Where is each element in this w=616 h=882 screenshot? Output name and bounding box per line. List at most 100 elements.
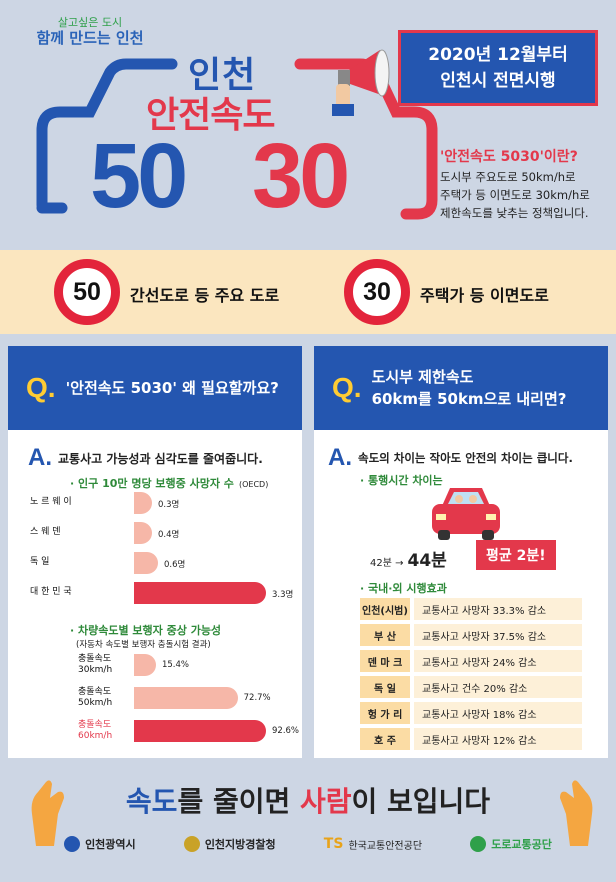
travel-time: 42분 → 44분 [370,546,447,571]
left-question-header: Q. '안전속도 5030' 왜 필요할까요? [8,346,302,430]
chart2: 충돌속도 30km/h 15.4% 충돌속도 50km/h 72.7% 충돌속도 60k… [8,654,302,754]
right-question-header: Q. 도시부 제한속도 60km를 50km으로 내리면? [314,346,608,430]
definition-line3: 제한속도를 낮추는 정책입니다. [440,206,589,220]
travel-badge: 평균 2분! [476,540,556,570]
chart2-title: · 차량속도별 보행자 중상 가능성 [70,624,222,637]
big-30: 30 [252,125,350,227]
logo-incheon-label: 인천광역시 [85,838,136,851]
effect-desc: 교통사고 사망자 24% 감소 [414,650,582,672]
chart1-title-wrap: · 인구 10만 명당 보행중 사망자 수 (OECD) [70,472,268,491]
chart2-title-wrap: · 차량속도별 보행자 중상 가능성 (자동차 속도별 보행자 충돌시험 결과) [70,622,221,650]
date-box: 2020년 12월부터 인천시 전면시행 [398,30,598,106]
a-mark: A. [28,444,52,471]
effect-city: 헝 가 리 [360,702,410,724]
footer-msg-c: 사람 [299,785,352,818]
effect-desc: 교통사고 사망자 12% 감소 [414,728,582,750]
ts-logo-icon: TS [323,836,344,852]
police-logo-icon [183,836,200,852]
chart-value-label: 72.7% [243,693,271,703]
effect-desc: 교통사고 사망자 33.3% 감소 [414,598,582,620]
chart-bar [134,654,156,676]
date-line1: 2020년 12월부터 [428,45,568,65]
effect-row: 부 산 교통사고 사망자 37.5% 감소 [360,624,582,646]
definition-body: 도시부 주요도로 50km/h로 주택가 등 이면도로 30km/h로 제한속도… [440,168,610,222]
chart-row: 대 한 민 국 3.3명 [8,582,302,606]
incheon-logo-icon [64,836,81,852]
chart-category-label: 대 한 민 국 [30,587,72,597]
chart-row: 독 일 0.6명 [8,552,302,576]
effect-city: 덴 마 크 [360,650,410,672]
left-hand-icon [31,780,65,846]
right-answer-text: 속도의 차이는 작아도 안전의 차이는 큽니다. [358,451,573,465]
chart-bar [134,552,158,574]
chart-value-label: 15.4% [161,660,189,670]
left-question: '안전속도 5030' 왜 필요할까요? [65,379,279,397]
definition-line2: 주택가 등 이면도로 30km/h로 [440,188,590,202]
logo-koroad-label: 도로교통공단 [491,838,552,851]
effect-city: 호 주 [360,728,410,750]
logo-incheon: 인천광역시 [64,836,136,852]
effect-city: 부 산 [360,624,410,646]
chart-value-label: 0.3명 [158,500,180,510]
logo-bar: 인천광역시 인천지방경찰청 TS 한국교통안전공단 도로교통공단 [0,836,616,852]
logo-police: 인천지방경찰청 [183,836,276,852]
chart-value-label: 92.6% [272,726,300,736]
effect-desc: 교통사고 사망자 18% 감소 [414,702,582,724]
left-answer-text: 교통사고 가능성과 심각도를 줄여줍니다. [58,451,263,466]
chart1-title: · 인구 10만 명당 보행중 사망자 수 [70,477,234,490]
chart-bar [134,720,266,742]
car-icon [432,488,500,540]
right-answer: A. 속도의 차이는 작아도 안전의 차이는 큽니다. [328,444,608,472]
travel-to: 44분 [407,551,447,571]
chart-row: 스 웨 덴 0.4명 [8,522,302,546]
right-question: 도시부 제한속도 60km를 50km으로 내리면? [372,366,567,410]
left-answer: A. 교통사고 가능성과 심각도를 줄여줍니다. [28,444,302,472]
label-30: 주택가 등 이면도로 [420,286,549,305]
logo-police-label: 인천지방경찰청 [204,838,276,851]
chart-category-label: 독 일 [30,557,50,567]
megaphone-icon [332,49,390,116]
title-main: 안전속도 [146,95,275,136]
chart-bar [134,522,152,544]
chart-category-label: 충돌속도 30km/h [78,654,113,675]
date-line2: 인천시 전면시행 [440,71,556,91]
koroad-logo-icon [470,836,487,852]
chart-value-label: 3.3명 [272,590,294,600]
effect-title: · 국내·외 시행효과 [360,582,447,595]
footer-msg-a: 속도 [125,785,178,818]
footer-message: 속도를 줄이면 사람이 보입니다 [0,780,616,820]
speed-band: 50 간선도로 등 주요 도로 30 주택가 등 이면도로 [0,250,616,334]
chart2-note: (자동차 속도별 보행자 충돌시험 결과) [76,640,211,650]
right-question-line2: 60km를 50km으로 내리면? [371,390,567,408]
chart-value-label: 0.6명 [164,560,186,570]
chart-bar [134,492,152,514]
effect-row: 덴 마 크 교통사고 사망자 24% 감소 [360,650,582,672]
big-50: 50 [90,125,188,227]
effect-city: 독 일 [360,676,410,698]
chart-row: 노 르 웨 이 0.3명 [8,492,302,516]
slogan-line2: 함께 만드는 인천 [36,29,144,48]
label-50: 간선도로 등 주요 도로 [130,286,280,305]
effect-row: 헝 가 리 교통사고 사망자 18% 감소 [360,702,582,724]
logo-ts: TS 한국교통안전공단 [324,836,422,852]
chart-category-label: 스 웨 덴 [30,527,61,537]
chart-bar [134,582,266,604]
chart-row: 충돌속도 30km/h 15.4% [8,654,302,678]
footer-msg-d: 이 보입니다 [351,785,491,818]
chart1-note: (OECD) [239,480,269,489]
travel-from: 42분 → [370,558,404,569]
q-mark: Q. [332,372,362,403]
slogan: 살고싶은 도시 함께 만드는 인천 [30,16,150,47]
footer-msg-b: 를 줄이면 [177,785,300,818]
logo-koroad: 도로교통공단 [470,836,552,852]
effect-row: 인천(시범) 교통사고 사망자 33.3% 감소 [360,598,582,620]
travel-title: · 통행시간 차이는 [360,474,443,487]
a-mark: A. [328,444,352,471]
logo-ts-label: 한국교통안전공단 [348,840,423,852]
chart-bar [134,687,238,709]
effect-desc: 교통사고 건수 20% 감소 [414,676,582,698]
effect-desc: 교통사고 사망자 37.5% 감소 [414,624,582,646]
right-question-line1: 도시부 제한속도 [371,368,474,386]
chart-row: 충돌속도 60km/h 92.6% [8,720,302,744]
slogan-line1: 살고싶은 도시 [57,16,123,29]
